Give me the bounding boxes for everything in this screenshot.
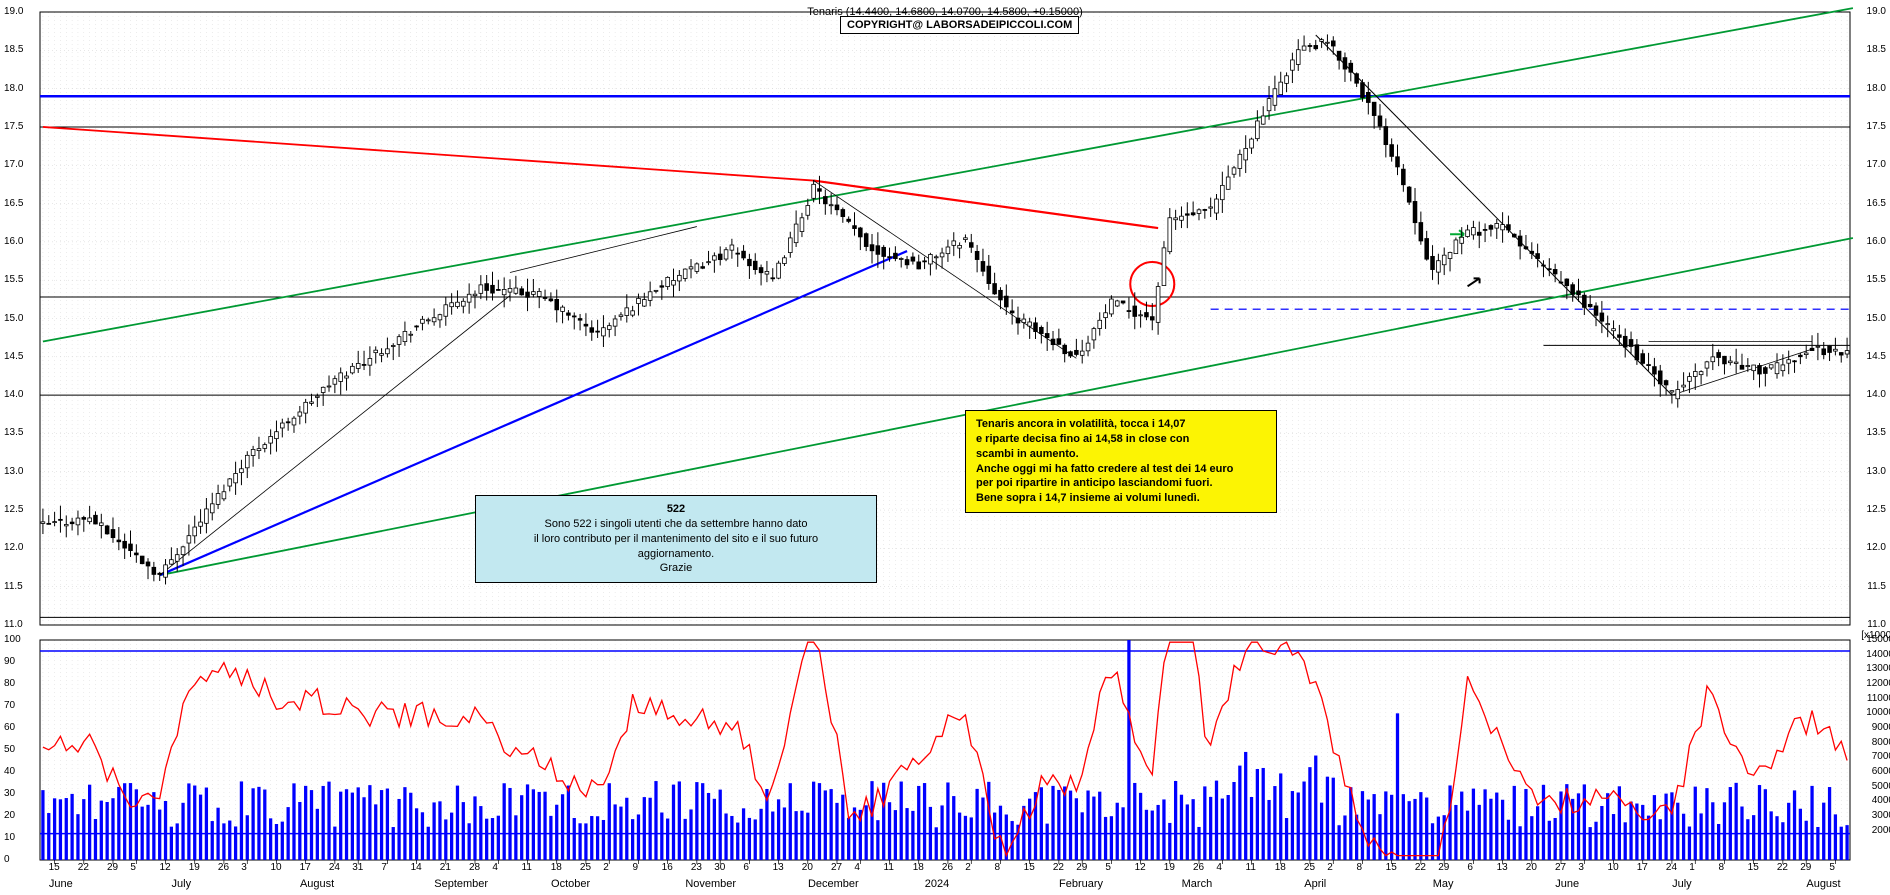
annotation-blue-title: 522	[667, 503, 685, 515]
annotation-yellow-line: Bene sopra i 14,7 insieme ai volumi lune…	[976, 492, 1200, 504]
chart-svg[interactable]	[0, 0, 1890, 895]
copyright-badge: COPYRIGHT@ LABORSADEIPICCOLI.COM	[840, 16, 1079, 34]
annotation-blue-line: Sono 522 i singoli utenti che da settemb…	[545, 518, 808, 530]
annotation-yellow-line: Tenaris ancora in volatilità, tocca i 14…	[976, 418, 1186, 430]
annotation-blue-line: il loro contributo per il mantenimento d…	[534, 533, 818, 545]
annotation-yellow-line: e riparte decisa fino ai 14,58 in close …	[976, 433, 1189, 445]
annotation-blue-line: aggiornamento.	[638, 548, 714, 560]
annotation-yellow-box: Tenaris ancora in volatilità, tocca i 14…	[965, 410, 1277, 513]
chart-root: Tenaris (14.4400, 14.6800, 14.0700, 14.5…	[0, 0, 1890, 895]
annotation-blue-box: 522 Sono 522 i singoli utenti che da set…	[475, 495, 877, 583]
annotation-yellow-line: per poi ripartire in anticipo lasciandom…	[976, 477, 1213, 489]
annotation-yellow-line: scambi in aumento.	[976, 448, 1079, 460]
annotation-yellow-line: Anche oggi mi ha fatto credere al test d…	[976, 463, 1233, 475]
annotation-blue-line: Grazie	[660, 562, 692, 574]
